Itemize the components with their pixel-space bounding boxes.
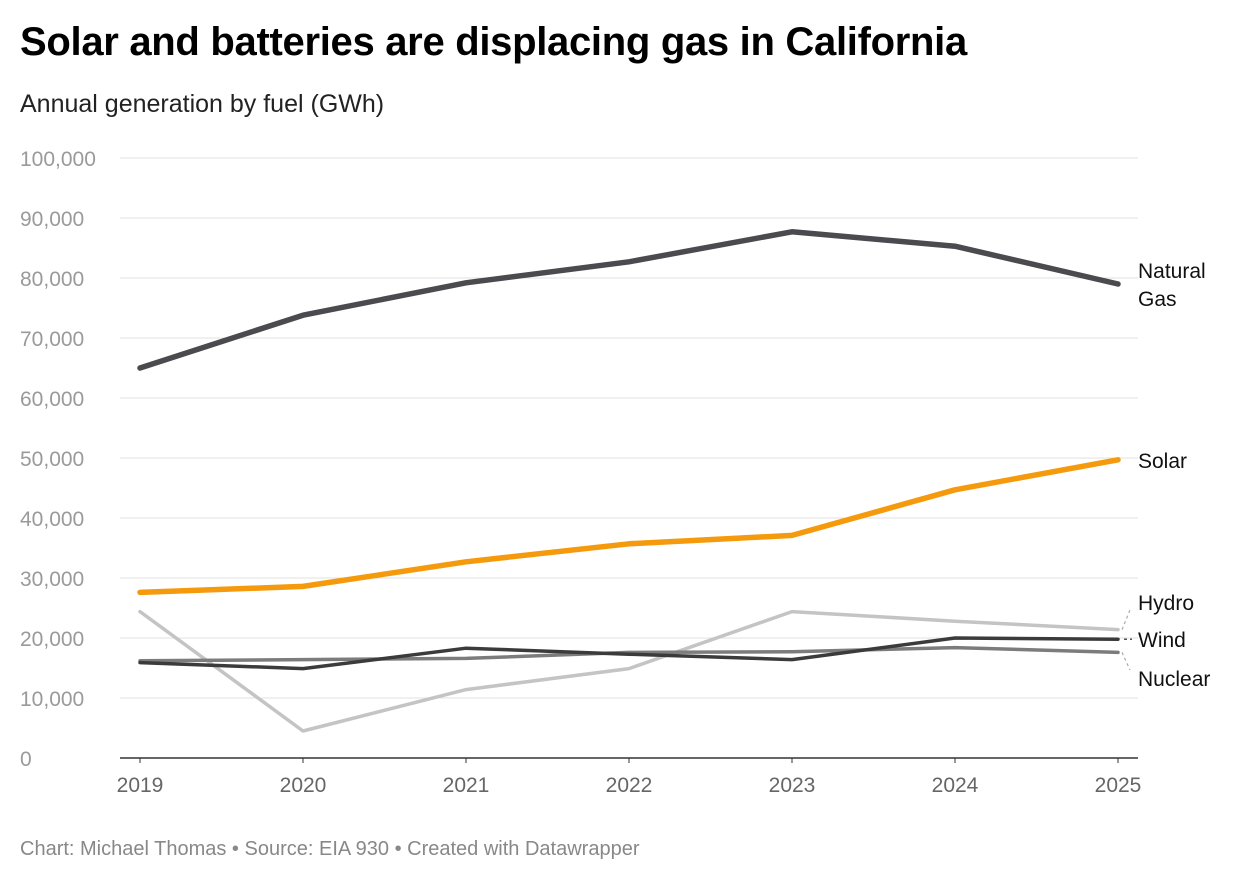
y-tick-label: 80,000 bbox=[20, 268, 84, 291]
series-line-solar bbox=[137, 457, 1121, 596]
series-labels: Natural Gas Solar Hydro Wind Nuclear bbox=[1121, 260, 1210, 691]
x-tick-label: 2024 bbox=[932, 774, 979, 797]
series-label-nuclear: Nuclear bbox=[1138, 668, 1210, 691]
label-connector-hydro bbox=[1121, 609, 1131, 630]
y-tick-label: 0 bbox=[20, 748, 32, 771]
chart-subtitle: Annual generation by fuel (GWh) bbox=[20, 90, 385, 118]
y-tick-label: 70,000 bbox=[20, 328, 84, 351]
x-tick-label: 2020 bbox=[280, 774, 327, 797]
y-tick-label: 90,000 bbox=[20, 208, 84, 231]
series-lines bbox=[137, 229, 1121, 733]
x-tick-label: 2019 bbox=[117, 774, 164, 797]
series-label-wind: Wind bbox=[1138, 629, 1186, 652]
y-tick-label: 20,000 bbox=[20, 628, 84, 651]
x-tick-label: 2025 bbox=[1095, 774, 1142, 797]
label-connector-nuclear bbox=[1121, 652, 1131, 671]
y-tick-label: 40,000 bbox=[20, 508, 84, 531]
y-tick-label: 50,000 bbox=[20, 448, 84, 471]
series-line-natural-gas bbox=[137, 229, 1121, 371]
y-tick-label: 100,000 bbox=[20, 148, 96, 171]
x-tick-label: 2022 bbox=[606, 774, 653, 797]
gridlines bbox=[120, 157, 1138, 759]
x-tick-label: 2023 bbox=[769, 774, 816, 797]
series-line-wind bbox=[138, 636, 1120, 671]
series-label-solar: Solar bbox=[1138, 450, 1187, 473]
chart-title: Solar and batteries are displacing gas i… bbox=[20, 20, 967, 64]
series-label-hydro: Hydro bbox=[1138, 592, 1194, 615]
y-tick-label: 10,000 bbox=[20, 688, 84, 711]
chart-footer: Chart: Michael Thomas • Source: EIA 930 … bbox=[20, 838, 640, 860]
series-line-nuclear bbox=[138, 645, 1120, 663]
y-tick-label: 60,000 bbox=[20, 388, 84, 411]
series-label-natural-gas: Natural Gas bbox=[1138, 260, 1206, 311]
series-line-hydro bbox=[138, 609, 1120, 733]
y-tick-label: 30,000 bbox=[20, 568, 84, 591]
axes: 0 10,000 20,000 30,000 40,000 50,000 60,000 70,… bbox=[20, 148, 1141, 797]
x-tick-label: 2021 bbox=[443, 774, 490, 797]
